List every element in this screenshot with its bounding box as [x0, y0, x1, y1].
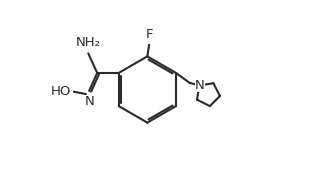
Text: N: N [85, 95, 95, 108]
Text: N: N [195, 79, 205, 92]
Text: F: F [145, 28, 153, 41]
Text: NH₂: NH₂ [76, 36, 101, 49]
Text: HO: HO [51, 85, 71, 98]
